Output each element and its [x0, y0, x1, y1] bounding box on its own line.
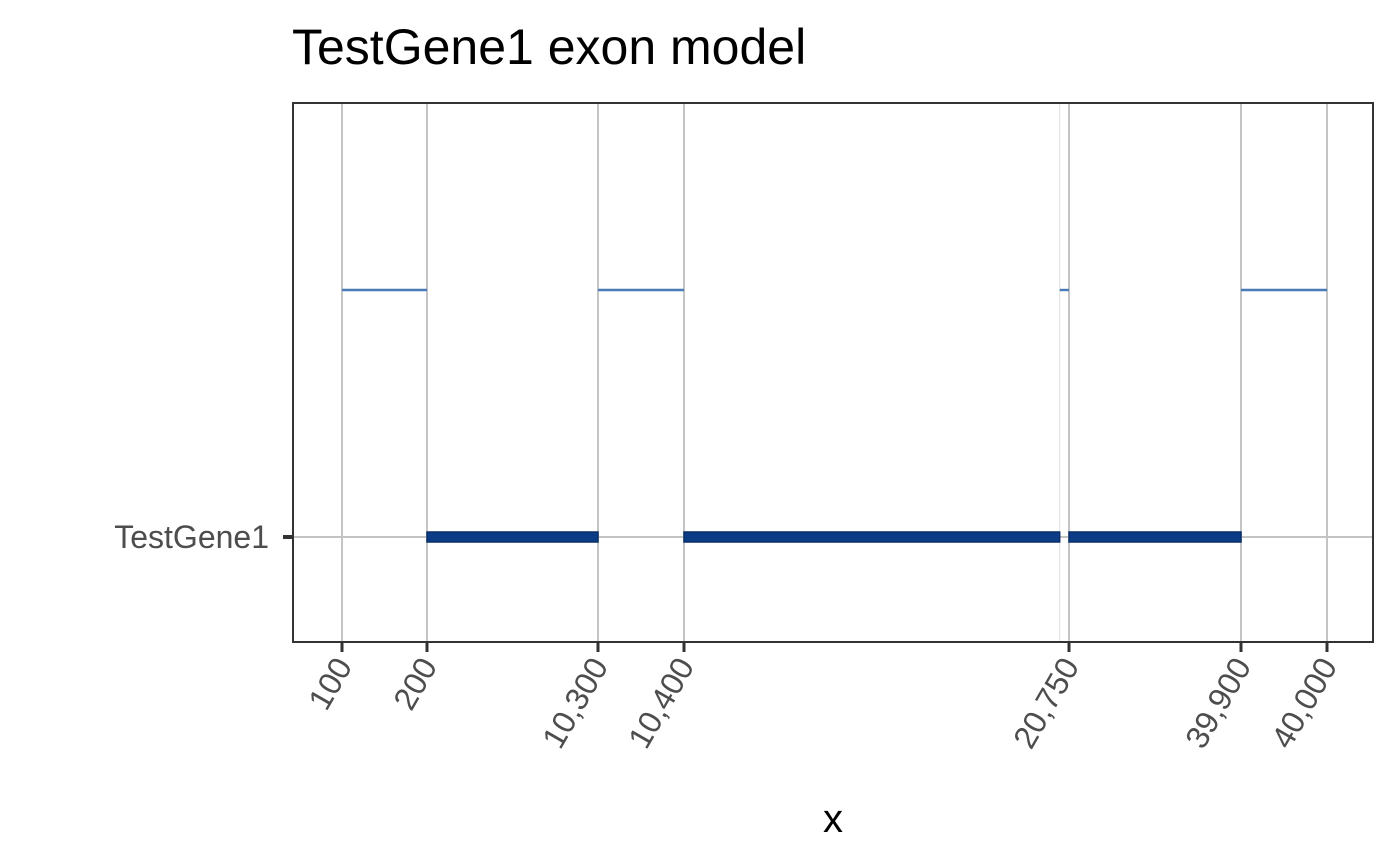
panel-border: [292, 102, 1374, 643]
exon-bar: [426, 531, 599, 543]
exon-bar: [1068, 531, 1242, 543]
x-tick-label: 20,750: [1006, 652, 1086, 755]
plot-panel: [293, 103, 1373, 642]
x-axis-title: x: [823, 797, 843, 841]
x-tick-label: 39,900: [1178, 652, 1258, 755]
x-tick-label: 10,300: [535, 652, 615, 755]
x-axis: 100 200 10,300 10,400 20,750 39,900 40,000: [301, 642, 1344, 754]
x-tick-label: 200: [386, 652, 444, 716]
panel-frame: [292, 102, 1374, 643]
panel-background: [293, 103, 1373, 642]
y-tick-label: TestGene1: [114, 519, 269, 555]
x-tick-label: 40,000: [1264, 652, 1344, 755]
x-tick-label: 10,400: [621, 652, 701, 755]
y-axis: TestGene1: [114, 519, 293, 555]
x-tick-label: 100: [301, 652, 359, 716]
chart-title: TestGene1 exon model: [292, 19, 806, 75]
exon-segments: [426, 531, 1242, 543]
exon-bar: [683, 531, 1061, 543]
